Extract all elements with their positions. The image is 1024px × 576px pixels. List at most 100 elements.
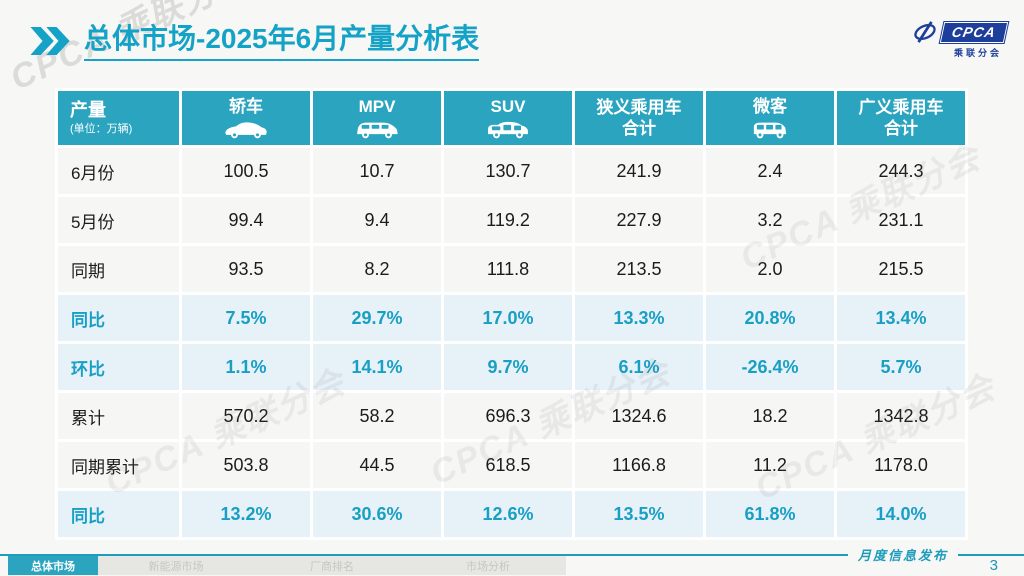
table-body: 6月份 100.5 10.7 130.7 241.9 2.4 244.3 5月份 99.4 9.4… [58, 148, 965, 537]
cell-value: 130.7 [444, 148, 572, 194]
microvan-icon [753, 122, 787, 139]
col-header-microvan: 微客 [706, 91, 834, 145]
cpca-logo-subtext: 乘联分会 [953, 48, 1002, 58]
cell-value: 93.5 [182, 246, 310, 292]
footer-rule-left [0, 553, 848, 556]
cell-value: 503.8 [182, 442, 310, 488]
cpca-logo: CPCA 乘联分会 [902, 20, 1010, 59]
row-label: 5月份 [58, 197, 179, 243]
cell-value: 111.8 [444, 246, 572, 292]
cell-value: 14.1% [313, 344, 441, 390]
release-row: 月度信息发布 [0, 545, 1024, 564]
cell-value: 6.1% [575, 344, 703, 390]
unit-note: (单位：万辆) [70, 122, 133, 135]
col-header-unit: 产量 (单位：万辆) [58, 91, 179, 145]
table-row: 5月份 99.4 9.4 119.2 227.9 3.2 231.1 [58, 197, 965, 243]
row-label: 6月份 [58, 148, 179, 194]
col-header-mpv: MPV [313, 91, 441, 145]
col-label-line2: 合计 [622, 119, 656, 138]
title-bar: 总体市场-2025年6月产量分析表 [30, 22, 480, 61]
cell-value: 2.0 [706, 246, 834, 292]
cell-value: 61.8% [706, 491, 834, 537]
cell-value: 570.2 [182, 393, 310, 439]
cell-value: 17.0% [444, 295, 572, 341]
cell-value: -26.4% [706, 344, 834, 390]
page-number: 3 [989, 557, 998, 574]
cell-value: 8.2 [313, 246, 441, 292]
table-row: 6月份 100.5 10.7 130.7 241.9 2.4 244.3 [58, 148, 965, 194]
double-chevron-icon [30, 27, 70, 56]
cell-value: 18.2 [706, 393, 834, 439]
cell-value: 1178.0 [837, 442, 965, 488]
col-label: 广义乘用车 [858, 97, 944, 117]
row-label: 累计 [58, 393, 179, 439]
cell-value: 14.0% [837, 491, 965, 537]
cell-value: 29.7% [313, 295, 441, 341]
cell-value: 9.4 [313, 197, 441, 243]
table-row: 同比 7.5% 29.7% 17.0% 13.3% 20.8% 13.4% [58, 295, 965, 341]
col-label: SUV [490, 96, 526, 116]
cell-value: 215.5 [837, 246, 965, 292]
cell-value: 13.5% [575, 491, 703, 537]
cell-value: 58.2 [313, 393, 441, 439]
table-row: 同期 93.5 8.2 111.8 213.5 2.0 215.5 [58, 246, 965, 292]
cell-value: 7.5% [182, 295, 310, 341]
unit-label: 产量 [70, 100, 106, 121]
table-row: 同期累计 503.8 44.5 618.5 1166.8 11.2 1178.0 [58, 442, 965, 488]
col-label-line2: 合计 [884, 119, 918, 138]
cell-value: 696.3 [444, 393, 572, 439]
footer-rule-right [958, 553, 1024, 556]
cell-value: 5.7% [837, 344, 965, 390]
footer-tab-strip: 新能源市场 厂商排名 市场分析 [98, 556, 566, 575]
cell-value: 44.5 [313, 442, 441, 488]
cell-value: 11.2 [706, 442, 834, 488]
mpv-icon [357, 122, 398, 139]
suv-icon [488, 121, 528, 139]
cpca-logo-text: CPCA [939, 20, 1010, 44]
tab-overall-market[interactable]: 总体市场 [8, 556, 98, 575]
cell-value: 20.8% [706, 295, 834, 341]
sedan-icon [225, 122, 267, 139]
footer-tab-bar: 总体市场 新能源市场 厂商排名 市场分析 [0, 556, 566, 575]
cell-value: 13.4% [837, 295, 965, 341]
col-label: 轿车 [229, 96, 263, 116]
row-label: 同比 [58, 491, 179, 537]
cell-value: 9.7% [444, 344, 572, 390]
cpca-swoosh-icon [914, 21, 937, 43]
tab-manufacturer-ranking[interactable]: 厂商排名 [310, 560, 354, 573]
cell-value: 30.6% [313, 491, 441, 537]
table-header-row: 产量 (单位：万辆) 轿车 MPV [58, 91, 965, 145]
cell-value: 241.9 [575, 148, 703, 194]
cell-value: 13.3% [575, 295, 703, 341]
cell-value: 618.5 [444, 442, 572, 488]
cell-value: 227.9 [575, 197, 703, 243]
col-header-suv: SUV [444, 91, 572, 145]
cell-value: 100.5 [182, 148, 310, 194]
cell-value: 1324.6 [575, 393, 703, 439]
cell-value: 2.4 [706, 148, 834, 194]
cell-value: 1342.8 [837, 393, 965, 439]
col-header-sedan: 轿车 [182, 91, 310, 145]
cell-value: 3.2 [706, 197, 834, 243]
col-label: 狭义乘用车 [596, 97, 682, 117]
page-title: 总体市场-2025年6月产量分析表 [84, 22, 480, 61]
cell-value: 13.2% [182, 491, 310, 537]
row-label: 同比 [58, 295, 179, 341]
cell-value: 99.4 [182, 197, 310, 243]
release-label: 月度信息发布 [857, 549, 948, 564]
cell-value: 213.5 [575, 246, 703, 292]
tab-market-analysis[interactable]: 市场分析 [466, 560, 510, 573]
cell-value: 1.1% [182, 344, 310, 390]
tab-nev-market[interactable]: 新能源市场 [148, 560, 204, 573]
col-header-broad-pv-total: 广义乘用车 合计 [837, 91, 965, 145]
table-row: 同比 13.2% 30.6% 12.6% 13.5% 61.8% 14.0% [58, 491, 965, 537]
cell-value: 1166.8 [575, 442, 703, 488]
col-header-narrow-pv-total: 狭义乘用车 合计 [575, 91, 703, 145]
cell-value: 10.7 [313, 148, 441, 194]
production-table: 产量 (单位：万辆) 轿车 MPV [55, 88, 968, 540]
cell-value: 119.2 [444, 197, 572, 243]
cell-value: 12.6% [444, 491, 572, 537]
row-label: 环比 [58, 344, 179, 390]
col-label: MPV [358, 96, 396, 116]
